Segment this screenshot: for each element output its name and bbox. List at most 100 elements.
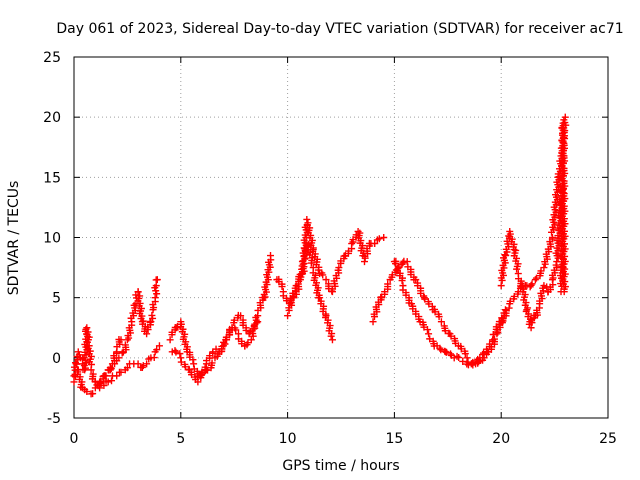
data-point-marker [188, 371, 196, 379]
data-point-marker [102, 372, 110, 380]
data-point-marker [328, 336, 336, 344]
data-point-marker [153, 346, 161, 354]
data-point-marker [459, 357, 467, 365]
data-point-marker [455, 354, 463, 362]
y-tick-label: -5 [47, 411, 61, 427]
data-point-marker [107, 365, 115, 373]
data-point-marker [437, 346, 445, 354]
data-point-marker [327, 332, 335, 340]
data-point-marker [510, 292, 518, 300]
data-point-marker [443, 348, 451, 356]
data-point-marker [375, 235, 383, 243]
data-point-marker [254, 318, 262, 326]
data-point-marker [322, 276, 330, 284]
data-point-marker [181, 363, 189, 371]
data-point-marker [96, 384, 104, 392]
data-point-marker [491, 335, 499, 343]
data-point-marker [480, 349, 488, 357]
data-point-marker [294, 280, 302, 288]
axis-ticks: 0 5 10 15 20 25 -5 0 5 10 15 20 25 [43, 50, 617, 447]
data-point-marker [134, 360, 142, 368]
data-point-marker [155, 342, 163, 350]
data-point-marker [307, 259, 315, 267]
data-point-marker [208, 359, 216, 367]
data-point-marker [117, 336, 125, 344]
data-point-marker [228, 324, 236, 332]
data-point-marker [425, 300, 433, 308]
data-point-marker [83, 324, 91, 332]
x-tick-label: 10 [279, 431, 297, 447]
data-point-marker [143, 330, 151, 338]
data-point-marker [431, 308, 439, 316]
x-tick-label: 15 [385, 431, 403, 447]
data-point-marker [87, 366, 95, 374]
data-point-marker [540, 264, 548, 272]
data-point-marker [423, 326, 431, 334]
data-point-marker [513, 265, 521, 273]
data-point-marker [237, 312, 245, 320]
data-point-marker [561, 113, 569, 121]
y-axis-label: SDTVAR / TECUs [6, 181, 22, 296]
data-point-marker [121, 341, 129, 349]
data-point-marker [108, 377, 116, 385]
y-tick-label: 25 [43, 50, 61, 66]
data-point-marker [232, 326, 240, 334]
data-point-marker [527, 324, 535, 332]
data-point-marker [519, 282, 527, 290]
data-point-marker [380, 234, 388, 241]
y-tick-label: 0 [52, 351, 61, 367]
data-point-marker [123, 364, 131, 372]
data-point-marker [461, 350, 469, 358]
data-point-marker [303, 215, 311, 223]
data-point-marker [399, 259, 407, 267]
data-point-marker [335, 264, 343, 272]
data-point-marker [435, 313, 443, 321]
data-point-marker [319, 271, 327, 279]
data-point-marker [198, 369, 206, 377]
data-point-marker [115, 354, 123, 362]
data-point-marker [369, 318, 377, 326]
data-point-marker [172, 348, 180, 356]
y-tick-label: 15 [43, 170, 61, 186]
data-point-marker [117, 368, 125, 376]
data-point-marker [467, 360, 475, 368]
data-point-marker [70, 372, 78, 380]
data-point-marker [316, 294, 324, 302]
data-point-marker [118, 349, 126, 357]
data-point-marker [447, 332, 455, 340]
y-tick-label: 10 [43, 231, 61, 247]
data-point-marker [371, 240, 379, 248]
x-axis-label: GPS time / hours [282, 458, 399, 474]
x-tick-label: 25 [599, 431, 617, 447]
data-point-marker [230, 316, 238, 324]
x-tick-label: 5 [176, 431, 185, 447]
data-point-marker [194, 378, 202, 386]
data-point-marker [247, 336, 255, 344]
data-point-marker [150, 354, 158, 362]
y-tick-label: 20 [43, 110, 61, 126]
data-point-marker [113, 372, 121, 380]
data-point-marker [506, 297, 514, 305]
data-point-marker [176, 350, 184, 358]
data-point-marker [246, 327, 254, 335]
data-point-marker [348, 240, 356, 248]
data-point-marker [89, 390, 97, 398]
data-point-marker [284, 312, 292, 320]
data-point-marker [527, 281, 535, 289]
data-point-marker [425, 330, 433, 338]
data-point-marker [214, 350, 222, 358]
data-point-marker [532, 274, 540, 282]
data-points [70, 113, 570, 398]
data-point-marker [436, 344, 444, 352]
x-tick-label: 0 [70, 431, 79, 447]
data-point-marker [166, 336, 174, 344]
data-point-marker [83, 388, 91, 396]
data-point-marker [548, 234, 556, 241]
data-point-marker [153, 276, 161, 284]
x-tick-label: 20 [492, 431, 510, 447]
data-point-marker [497, 282, 505, 290]
data-point-marker [441, 327, 449, 335]
data-point-marker [173, 324, 181, 332]
data-point-marker [479, 351, 487, 359]
